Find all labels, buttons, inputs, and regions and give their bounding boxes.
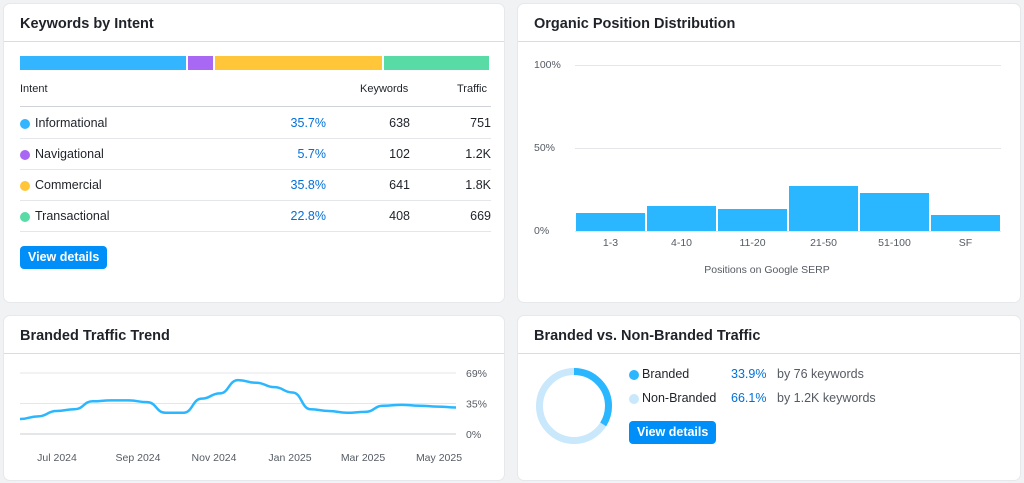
donut-branded-segment[interactable] — [536, 368, 612, 444]
intent-bar-segment — [214, 56, 382, 70]
branded-trend-line[interactable] — [19, 378, 457, 421]
view-details-button[interactable]: View details — [629, 421, 717, 444]
x-axis-label: Positions on Google SERP — [704, 264, 830, 276]
legend-label: Non-Branded — [642, 391, 717, 405]
card-title: Branded vs. Non-Branded Traffic — [518, 316, 1020, 354]
intent-percent-link[interactable]: 35.7% — [290, 116, 326, 130]
x-tick-label: Jul 2024 — [37, 452, 77, 464]
intent-label: Commercial — [35, 178, 102, 192]
intent-color-dot — [20, 119, 30, 129]
legend-description: by 76 keywords — [777, 367, 864, 381]
position-bar[interactable] — [647, 206, 716, 231]
x-tick-label: 21-50 — [810, 237, 837, 249]
x-tick-label: SF — [958, 237, 973, 249]
legend-percent-link[interactable]: 66.1% — [731, 391, 767, 405]
intent-traffic: 1.2K — [465, 147, 491, 161]
branded-traffic-trend-card: Branded Traffic Trend 69% 35% 0% Jul 2024 Se… — [4, 316, 504, 480]
branded-vs-nonbranded-card: Branded vs. Non-Branded Traffic Branded 3… — [518, 316, 1020, 480]
x-tick-label: Sep 2024 — [116, 452, 161, 464]
x-tick-label: Jan 2025 — [268, 452, 311, 464]
intent-label: Transactional — [35, 209, 110, 223]
position-bar[interactable] — [718, 209, 787, 231]
position-distribution-card: Organic Position Distribution 100% 50% 0% 1… — [518, 4, 1020, 302]
keywords-by-intent-card: Keywords by Intent Intent Keywords Traff… — [4, 4, 504, 302]
intent-keywords: 408 — [389, 209, 410, 223]
position-bar[interactable] — [789, 186, 858, 231]
card-title: Keywords by Intent — [4, 4, 504, 42]
table-row: Commercial 35.8% 641 1.8K — [20, 170, 491, 201]
intent-color-dot — [20, 212, 30, 222]
y-tick-label: 50% — [534, 142, 556, 154]
x-tick-label: 11-20 — [739, 237, 766, 249]
intent-bar-segment — [20, 56, 187, 70]
intent-color-dot — [20, 181, 30, 191]
branded-donut-chart — [536, 368, 612, 444]
header-intent: Intent — [20, 83, 48, 95]
y-tick-label: 0% — [466, 429, 481, 441]
header-keywords: Keywords — [360, 83, 409, 95]
intent-keywords: 641 — [389, 178, 410, 192]
x-tick-label: Nov 2024 — [192, 452, 237, 464]
table-row: Navigational 5.7% 102 1.2K — [20, 139, 491, 170]
table-row: Transactional 22.8% 408 669 — [20, 201, 491, 232]
header-traffic: Traffic — [457, 83, 487, 95]
legend-description: by 1.2K keywords — [777, 391, 876, 405]
table-header: Intent Keywords Traffic — [20, 83, 491, 107]
intent-color-dot — [20, 150, 30, 160]
intent-percent-link[interactable]: 5.7% — [297, 147, 327, 161]
x-tick-label: 1-3 — [602, 237, 619, 249]
position-bar[interactable] — [931, 215, 1000, 231]
legend-percent-link[interactable]: 33.9% — [731, 367, 767, 381]
position-bar[interactable] — [576, 212, 645, 231]
legend-color-dot — [629, 370, 639, 380]
y-tick-label: 100% — [534, 59, 561, 71]
table-row: Informational 35.7% 638 751 — [20, 108, 491, 139]
intent-label: Navigational — [35, 147, 104, 161]
x-tick-label: May 2025 — [416, 452, 462, 464]
view-details-button[interactable]: View details — [20, 246, 108, 269]
x-tick-label: 4-10 — [670, 237, 692, 249]
intent-percent-link[interactable]: 35.8% — [290, 178, 326, 192]
card-title: Branded Traffic Trend — [4, 316, 504, 354]
x-tick-label: Mar 2025 — [341, 452, 386, 464]
intent-keywords: 638 — [389, 116, 410, 130]
intent-traffic: 669 — [470, 209, 491, 223]
intent-bar-segment — [383, 56, 489, 70]
intent-percent-link[interactable]: 22.8% — [290, 209, 326, 223]
trend-line-chart: 69% 35% 0% Jul 2024 Sep 2024 Nov 2024 Jan 2025… — [19, 368, 487, 464]
y-tick-label: 35% — [466, 399, 487, 411]
legend-color-dot — [629, 394, 639, 404]
intent-bar-segment — [188, 56, 213, 70]
y-tick-label: 69% — [466, 368, 487, 380]
x-tick-label: 51-100 — [878, 237, 911, 249]
card-title: Organic Position Distribution — [518, 4, 1020, 42]
intent-traffic: 1.8K — [465, 178, 491, 192]
position-bar[interactable] — [860, 192, 929, 231]
intent-traffic: 751 — [470, 116, 491, 130]
grid-line — [575, 231, 1001, 232]
grid-line — [575, 148, 1001, 149]
grid-line — [575, 65, 1001, 66]
y-tick-label: 0% — [534, 225, 550, 237]
legend-label: Branded — [642, 367, 690, 381]
intent-label: Informational — [35, 116, 108, 130]
intent-keywords: 102 — [389, 147, 410, 161]
